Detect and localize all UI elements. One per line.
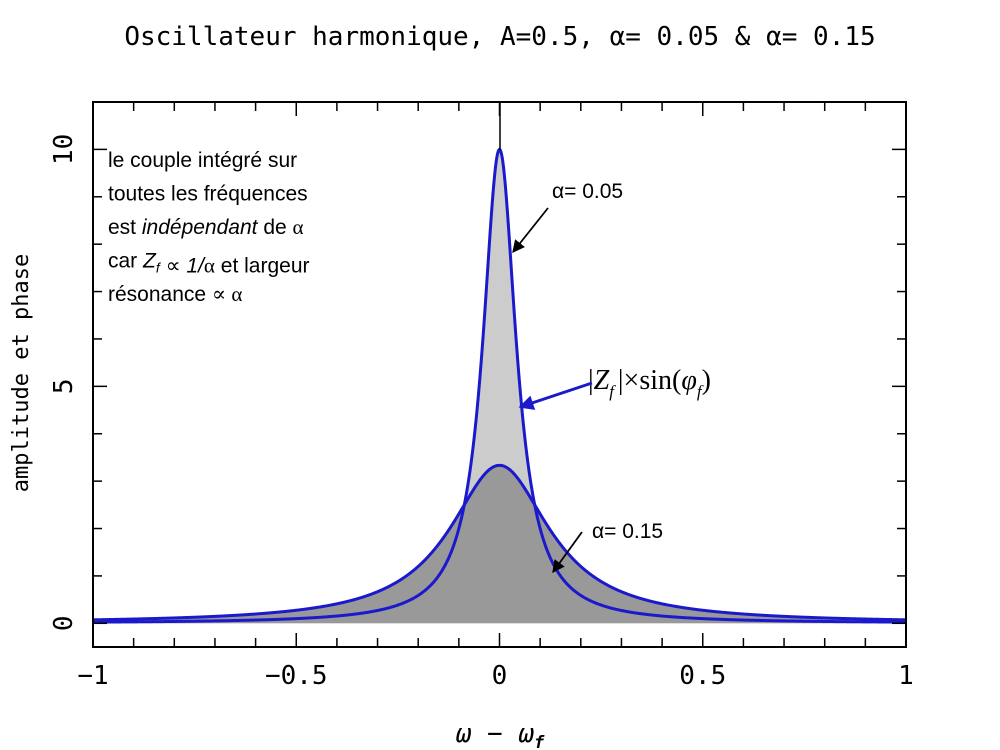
label-alpha-015: α= 0.15 bbox=[592, 520, 663, 543]
formula-times: |×sin( bbox=[618, 365, 681, 396]
note-line: car Zf ∝ 1/α et largeur bbox=[108, 250, 310, 278]
note-part: ∝ α bbox=[212, 282, 242, 306]
arrow-alpha-015 bbox=[552, 531, 583, 574]
formula-bar: | bbox=[588, 365, 594, 396]
note-part: ∝ bbox=[160, 255, 187, 278]
note-part: f bbox=[156, 260, 162, 276]
note-part: de bbox=[257, 216, 292, 239]
note-part: toutes les fréquences bbox=[108, 183, 308, 206]
formula-close: ) bbox=[702, 365, 711, 396]
series-fill-alpha-0.05 bbox=[93, 149, 906, 624]
plot-fills bbox=[93, 149, 906, 624]
annotation-note: le couple intégré sur toutes les fréquenc… bbox=[108, 149, 310, 306]
note-part: résonance bbox=[108, 283, 212, 306]
note-part: α bbox=[293, 215, 304, 239]
note-part: le couple intégré sur bbox=[108, 149, 297, 172]
series-fill-alpha-0.15 bbox=[93, 465, 906, 624]
note-part: est bbox=[108, 216, 142, 239]
chart-title: Oscillateur harmonique, A=0.5, α= 0.05 &… bbox=[124, 22, 875, 52]
formula-z: Z bbox=[594, 365, 610, 396]
note-line: est indépendant de α bbox=[108, 215, 304, 239]
y-tick-label: 0 bbox=[49, 615, 79, 631]
x-axis: −1 −0.5 0 0.5 1 bbox=[77, 102, 914, 691]
note-line: résonance ∝ α bbox=[108, 282, 242, 306]
x-axis-label-main: ω − ω bbox=[456, 719, 535, 749]
y-axis-label: amplitude et phase bbox=[9, 254, 34, 492]
series-line-alpha-0.15 bbox=[92, 463, 907, 622]
x-axis-label-sub: f bbox=[534, 733, 545, 750]
arrow-formula bbox=[518, 381, 593, 410]
note-part: car bbox=[108, 250, 143, 273]
note-part: Z bbox=[142, 250, 157, 273]
x-tick-label: 0 bbox=[492, 661, 508, 691]
x-tick-label: 1 bbox=[898, 661, 914, 691]
formula-z-sub: f bbox=[609, 382, 616, 401]
arrow-alpha-005 bbox=[512, 207, 549, 253]
formula-phi-sub: f bbox=[697, 382, 704, 401]
note-line: toutes les fréquences bbox=[108, 183, 308, 206]
note-part: indépendant bbox=[142, 216, 259, 239]
x-tick-label: −0.5 bbox=[265, 661, 328, 691]
y-tick-label: 5 bbox=[49, 378, 79, 394]
label-alpha-005: α= 0.05 bbox=[552, 180, 623, 203]
note-part: 1/ bbox=[186, 255, 206, 278]
x-tick-label: −1 bbox=[77, 661, 108, 691]
formula-label: |Zf |×sin(φf) bbox=[588, 365, 711, 401]
note-part: et largeur bbox=[215, 255, 310, 278]
y-tick-label: 10 bbox=[49, 134, 79, 165]
y-axis: 0 5 10 bbox=[49, 134, 906, 631]
x-axis-label: ω − ωf bbox=[456, 719, 545, 750]
note-line: le couple intégré sur bbox=[108, 149, 297, 172]
formula-phi: φ bbox=[681, 365, 697, 396]
x-tick-label: 0.5 bbox=[679, 661, 726, 691]
note-part: α bbox=[204, 254, 215, 278]
